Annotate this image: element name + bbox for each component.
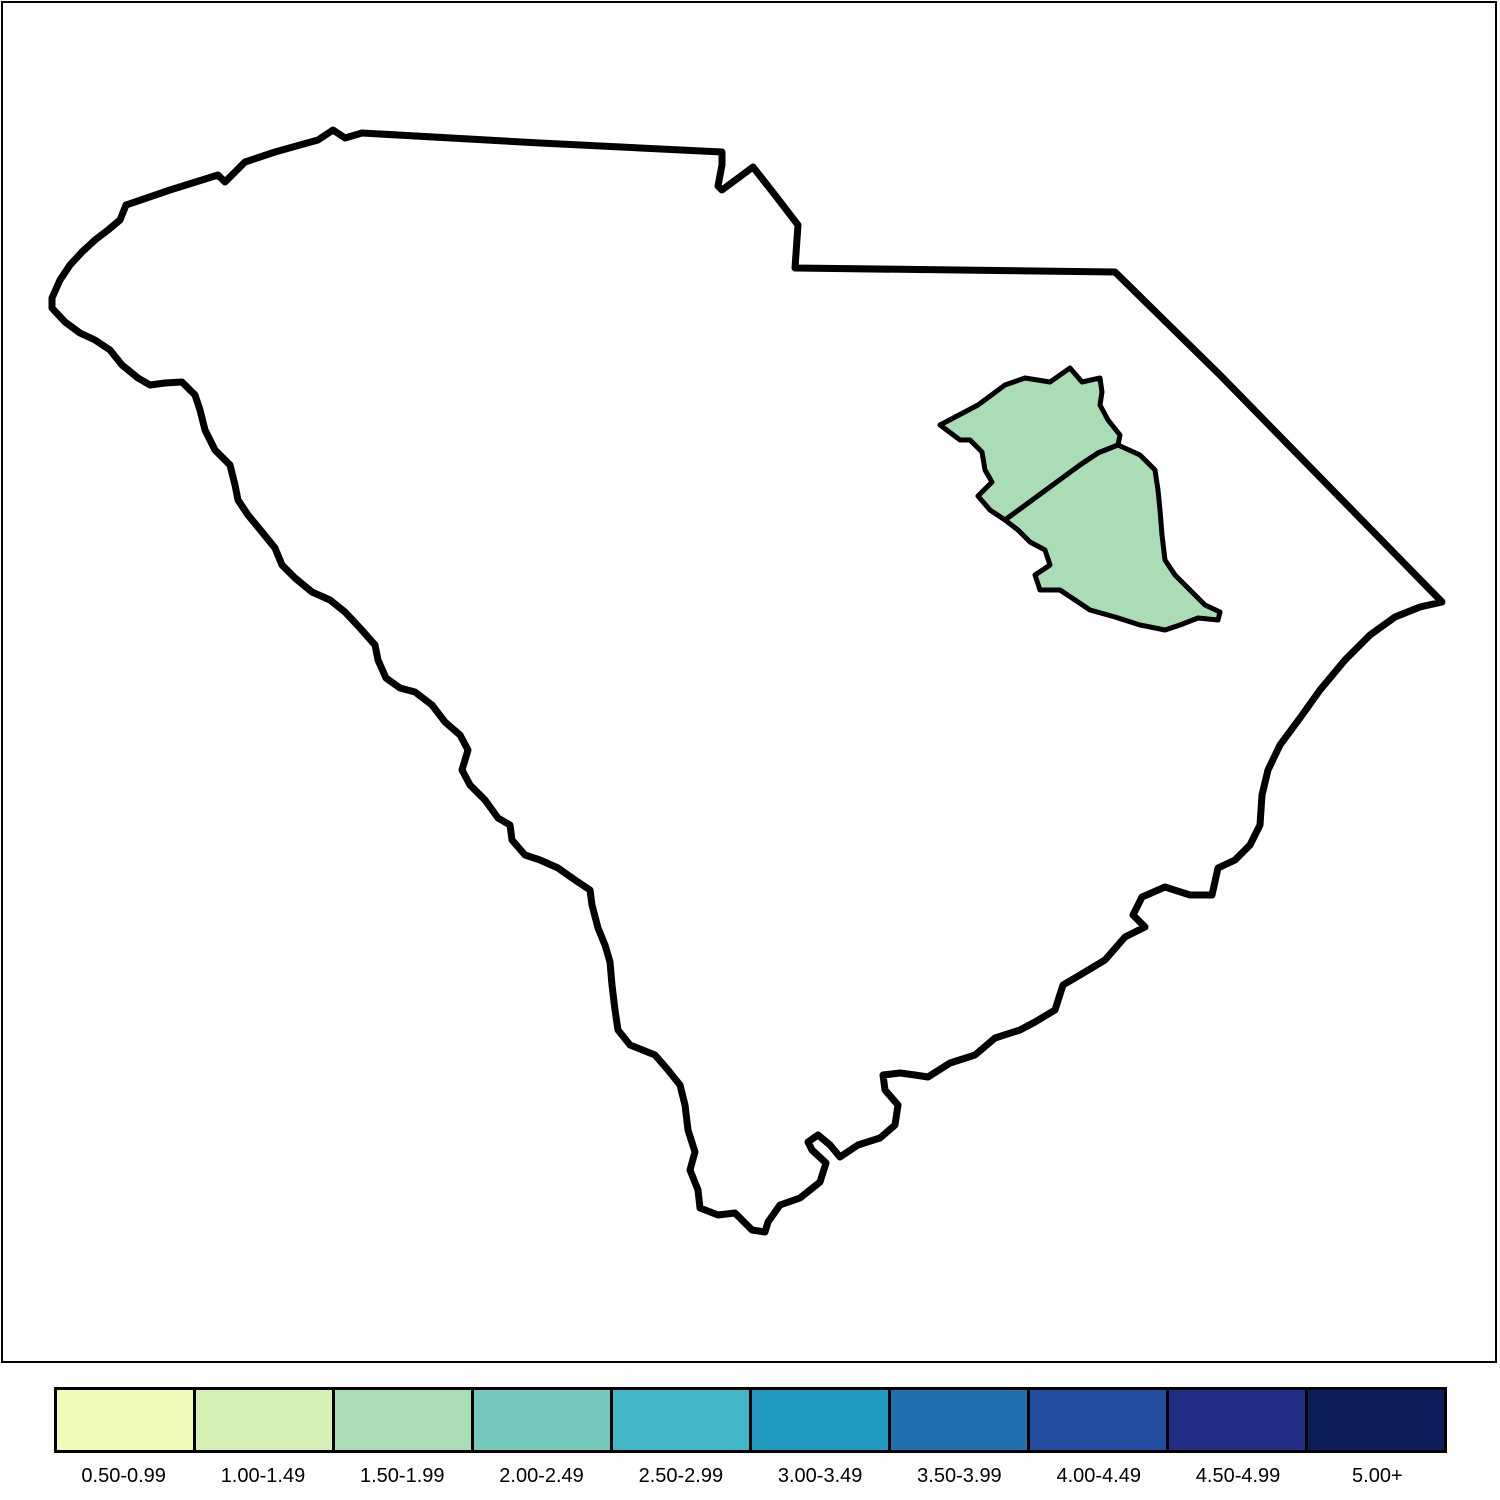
county-south	[1002, 442, 1223, 633]
legend-label: 5.00+	[1352, 1465, 1403, 1487]
legend-swatch	[1030, 1390, 1169, 1450]
legend-labels: 0.50-0.99 1.00-1.49 1.50-1.99 2.00-2.49 …	[54, 1464, 1447, 1488]
legend-swatch	[335, 1390, 474, 1450]
legend-swatch	[891, 1390, 1030, 1450]
legend-swatch	[752, 1390, 891, 1450]
legend-colorbar	[54, 1387, 1447, 1453]
legend-swatch	[196, 1390, 335, 1450]
legend-label: 2.50-2.99	[638, 1465, 724, 1487]
legend-label: 4.50-4.99	[1195, 1465, 1281, 1487]
legend-label: 1.50-1.99	[359, 1465, 445, 1487]
legend-swatch	[1169, 1390, 1308, 1450]
state-outline	[48, 126, 1446, 1236]
legend-label: 0.50-0.99	[81, 1465, 166, 1487]
map-svg	[48, 126, 1446, 1236]
legend-label: 3.50-3.99	[917, 1465, 1002, 1487]
legend-label: 4.00-4.49	[1056, 1465, 1141, 1487]
county-north	[937, 365, 1123, 523]
legend-label: 3.00-3.49	[777, 1465, 863, 1487]
legend-swatch	[613, 1390, 752, 1450]
legend-swatch	[57, 1390, 196, 1450]
legend-swatch	[474, 1390, 613, 1450]
legend-label: 1.00-1.49	[220, 1465, 306, 1487]
legend-swatch	[1308, 1390, 1444, 1450]
legend-label: 2.00-2.49	[499, 1465, 584, 1487]
